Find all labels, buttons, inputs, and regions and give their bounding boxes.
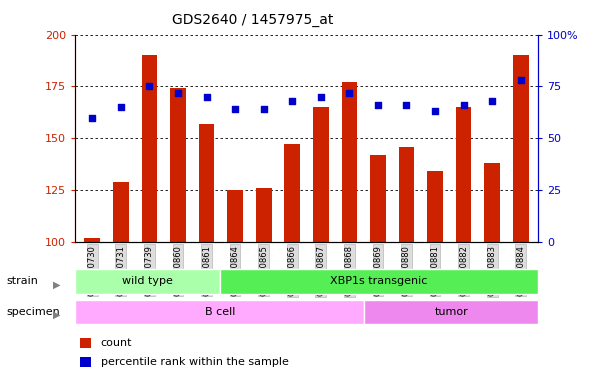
Bar: [220, 269, 538, 294]
Bar: [484, 163, 500, 242]
Point: [259, 106, 269, 112]
Point: [373, 102, 383, 108]
Bar: [427, 171, 443, 242]
Bar: [227, 190, 243, 242]
Bar: [75, 300, 364, 324]
Bar: [80, 357, 91, 367]
Text: percentile rank within the sample: percentile rank within the sample: [100, 357, 288, 367]
Bar: [398, 147, 414, 242]
Text: count: count: [100, 338, 132, 348]
Point: [145, 83, 154, 89]
Bar: [284, 144, 300, 242]
Text: ▶: ▶: [53, 279, 61, 290]
Bar: [142, 55, 157, 242]
Bar: [199, 124, 215, 242]
Point: [202, 94, 212, 100]
Text: ▶: ▶: [53, 310, 61, 320]
Bar: [513, 55, 529, 242]
Bar: [84, 238, 100, 242]
Bar: [456, 107, 471, 242]
Bar: [256, 188, 272, 242]
Text: tumor: tumor: [435, 307, 468, 317]
Point: [487, 98, 497, 104]
Point: [287, 98, 297, 104]
Text: B cell: B cell: [204, 307, 235, 317]
Point: [516, 77, 525, 83]
Bar: [75, 269, 220, 294]
Text: specimen: specimen: [6, 307, 59, 317]
Point: [459, 102, 468, 108]
Bar: [113, 182, 129, 242]
Text: strain: strain: [6, 276, 38, 286]
Bar: [170, 88, 186, 242]
Text: wild type: wild type: [122, 276, 173, 286]
Bar: [313, 107, 329, 242]
Point: [116, 104, 126, 110]
Point: [316, 94, 326, 100]
Point: [344, 89, 354, 96]
Point: [401, 102, 411, 108]
Text: XBP1s transgenic: XBP1s transgenic: [330, 276, 427, 286]
Point: [173, 89, 183, 96]
Bar: [364, 300, 538, 324]
Point: [88, 114, 97, 121]
Point: [430, 108, 440, 114]
Bar: [341, 82, 357, 242]
Bar: [370, 155, 386, 242]
Bar: [80, 338, 91, 348]
Point: [230, 106, 240, 112]
Text: GDS2640 / 1457975_at: GDS2640 / 1457975_at: [172, 13, 333, 27]
